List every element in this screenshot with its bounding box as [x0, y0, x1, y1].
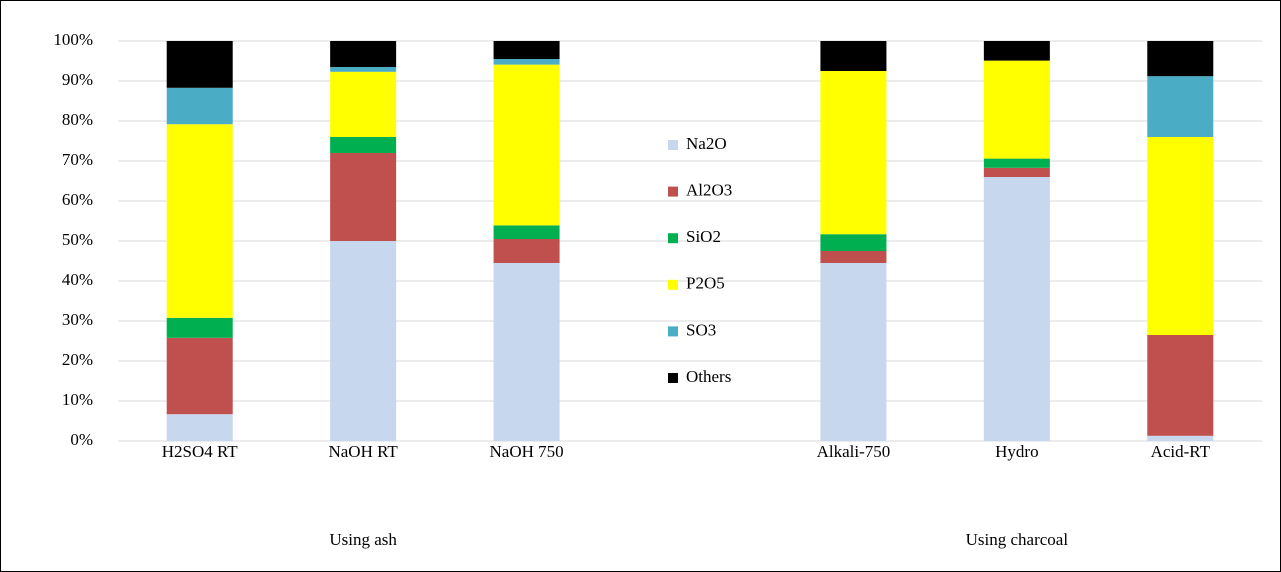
group-label: Using charcoal [966, 530, 1069, 549]
group-label: Using ash [329, 530, 397, 549]
bar-segment [493, 64, 560, 226]
bar-segment [330, 137, 397, 153]
bar-segment [330, 153, 397, 241]
y-tick-label: 80% [62, 110, 93, 129]
y-tick-label: 30% [62, 310, 93, 329]
bar-segment [166, 87, 233, 125]
bar-segment [820, 71, 887, 235]
bar-segment [1147, 435, 1214, 441]
bar-segment [493, 263, 560, 441]
bar-segment [820, 251, 887, 263]
bar-segment [983, 60, 1050, 159]
bar-segment [166, 414, 233, 441]
bar-segment [493, 225, 560, 239]
bar-segment [166, 41, 233, 88]
bar-segment [983, 41, 1050, 61]
bar-segment [1147, 335, 1214, 436]
bar-segment [820, 263, 887, 441]
y-tick-label: 10% [62, 390, 93, 409]
x-tick-label: NaOH RT [328, 442, 398, 461]
bar-segment [166, 124, 233, 318]
x-tick-label: Hydro [995, 442, 1038, 461]
bar-segment [820, 41, 887, 71]
bar-segment [493, 239, 560, 263]
y-tick-label: 0% [70, 430, 93, 449]
legend-swatch [668, 186, 678, 197]
y-tick-label: 70% [62, 150, 93, 169]
legend-swatch [668, 140, 678, 150]
bar-segment [166, 337, 233, 415]
legend-label: SO3 [686, 320, 716, 339]
bar-segment [330, 241, 397, 441]
bar-segment [330, 71, 397, 137]
x-tick-label: Alkali-750 [817, 442, 891, 461]
bar-segment [1147, 76, 1214, 137]
x-tick-label: Acid-RT [1151, 442, 1211, 461]
legend-label: Others [686, 367, 731, 386]
bar-segment [983, 158, 1050, 168]
x-tick-label: H2SO4 RT [162, 442, 239, 461]
bar-segment [820, 234, 887, 251]
legend-swatch [668, 233, 678, 244]
bar-segment [1147, 137, 1214, 335]
bar-segment [166, 317, 233, 338]
legend-label: P2O5 [686, 274, 725, 293]
y-tick-label: 40% [62, 270, 93, 289]
legend-swatch [668, 279, 678, 290]
bar-segment [330, 67, 397, 72]
bar-segment [493, 59, 560, 65]
y-tick-label: 90% [62, 70, 93, 89]
bar-segment [983, 167, 1050, 177]
bar-segment [1147, 41, 1214, 77]
y-tick-label: 60% [62, 190, 93, 209]
x-tick-label: NaOH 750 [490, 442, 564, 461]
bar-segment [493, 41, 560, 59]
bar-segment [983, 177, 1050, 441]
y-tick-label: 50% [62, 230, 93, 249]
legend-swatch [668, 373, 678, 383]
legend-swatch [668, 326, 678, 337]
y-tick-label: 20% [62, 350, 93, 369]
legend-label: SiO2 [686, 227, 721, 246]
bar-segment [330, 41, 397, 67]
legend-label: Al2O3 [686, 181, 732, 200]
y-tick-label: 100% [53, 30, 93, 49]
legend-label: Na2O [686, 134, 727, 153]
